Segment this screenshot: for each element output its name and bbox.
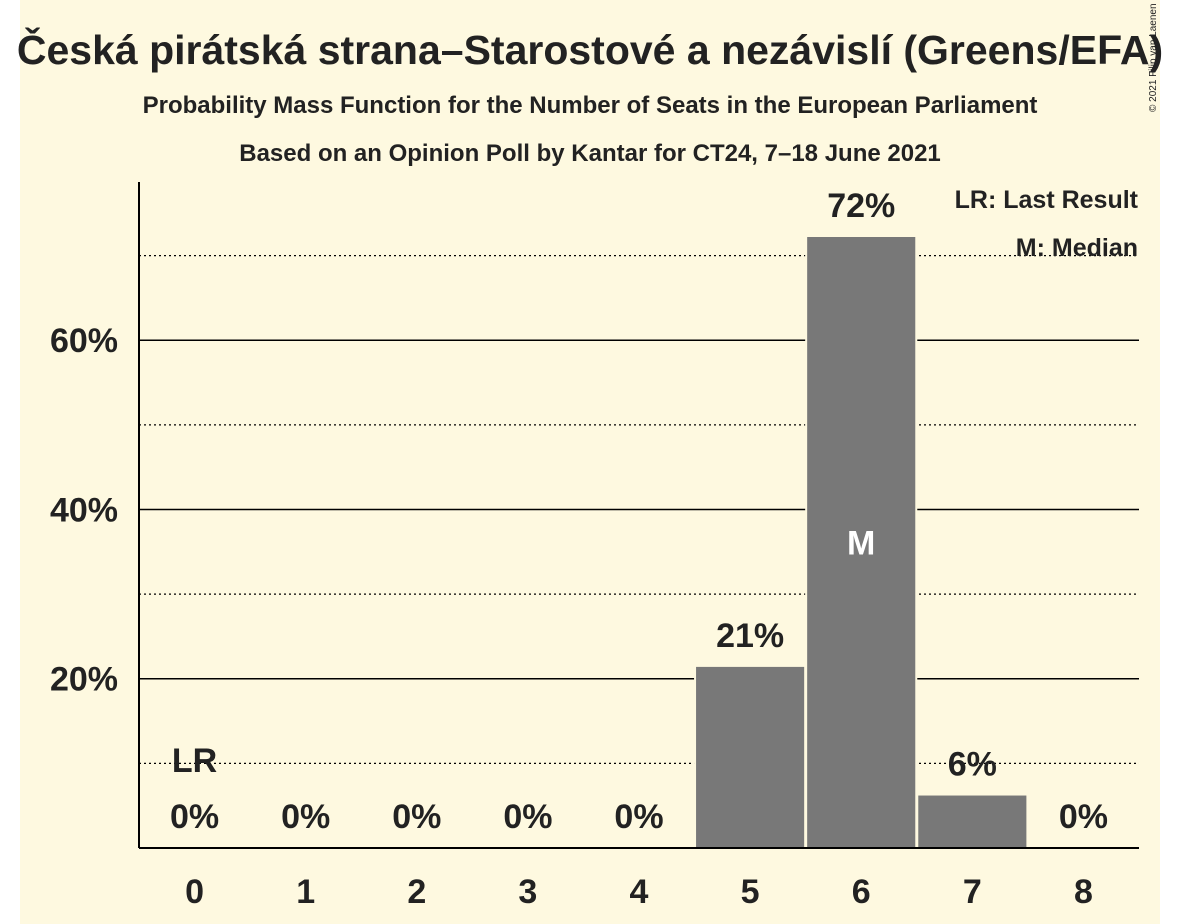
chart-title: Česká pirátská strana–Starostové a nezáv… bbox=[17, 27, 1163, 73]
median-marker: M bbox=[847, 525, 875, 563]
bar bbox=[918, 795, 1027, 848]
chart-source: Based on an Opinion Poll by Kantar for C… bbox=[239, 140, 941, 167]
x-tick-label: 2 bbox=[407, 873, 426, 911]
data-label: 0% bbox=[1059, 798, 1108, 836]
x-tick-label: 3 bbox=[518, 873, 537, 911]
legend-median: M: Median bbox=[1016, 234, 1138, 262]
x-tick-label: 1 bbox=[296, 873, 315, 911]
gridlines bbox=[139, 255, 1139, 764]
legend-last-result: LR: Last Result bbox=[955, 186, 1139, 214]
data-label: 0% bbox=[281, 798, 330, 836]
data-label: 6% bbox=[948, 746, 997, 784]
x-tick-label: 7 bbox=[963, 873, 982, 911]
chart-background bbox=[20, 0, 1160, 924]
bars bbox=[694, 235, 1029, 848]
y-axis-ticks: 20% 40% 60% bbox=[50, 322, 118, 699]
value-labels: 0% 0% 0% 0% 0% 21% 72% 6% 0% M LR bbox=[170, 187, 1108, 836]
copyright-notice: © 2021 Filip van Laenen bbox=[1148, 3, 1159, 112]
data-label: 0% bbox=[503, 798, 552, 836]
bar bbox=[696, 666, 805, 848]
data-label: 0% bbox=[392, 798, 441, 836]
chart-subtitle: Probability Mass Function for the Number… bbox=[143, 92, 1038, 119]
x-tick-label: 5 bbox=[741, 873, 760, 911]
x-tick-label: 0 bbox=[185, 873, 204, 911]
data-label: 21% bbox=[716, 617, 784, 655]
x-tick-label: 6 bbox=[852, 873, 871, 911]
x-tick-label: 8 bbox=[1074, 873, 1093, 911]
x-axis-ticks: 0 1 2 3 4 5 6 7 8 bbox=[185, 873, 1093, 911]
data-label: 0% bbox=[170, 798, 219, 836]
y-tick-label: 20% bbox=[50, 661, 118, 699]
data-label: 0% bbox=[614, 798, 663, 836]
y-tick-label: 40% bbox=[50, 491, 118, 529]
x-tick-label: 4 bbox=[630, 873, 649, 911]
y-tick-label: 60% bbox=[50, 322, 118, 360]
data-label: 72% bbox=[827, 187, 895, 225]
last-result-marker: LR bbox=[172, 742, 217, 780]
bar bbox=[807, 237, 916, 848]
